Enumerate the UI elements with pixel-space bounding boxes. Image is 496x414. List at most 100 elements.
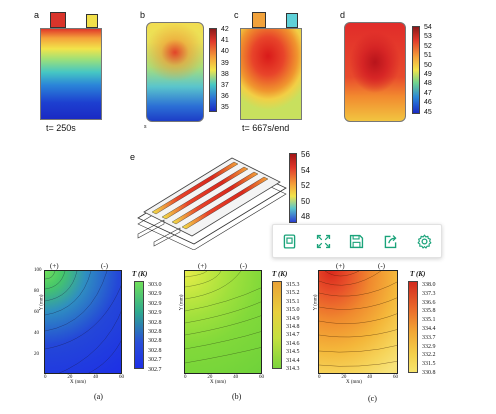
x-tick: 0	[318, 375, 321, 380]
colorbar-cd-tick: 51	[424, 52, 432, 60]
y-tick: 80	[34, 289, 39, 294]
panel-b-mark: s	[144, 124, 147, 130]
panel-c-positive-tab	[252, 12, 266, 28]
colorbar-cd-tick: 46	[424, 99, 432, 107]
colorbar-e-tick: 50	[301, 196, 310, 206]
plot-a-negative-label: (-)	[101, 262, 108, 270]
plot-a-colorbar	[134, 281, 144, 369]
colorbar-e	[289, 153, 297, 223]
x-tick: 40	[93, 375, 99, 380]
colorbar-ab	[209, 28, 217, 112]
x-tick: 0	[184, 375, 187, 380]
panel-c-letter: c	[234, 10, 239, 20]
plot-c-cb-tick: 336.6	[422, 299, 436, 306]
plot-b-caption: (b)	[232, 392, 242, 401]
colorbar-ab-tick: 39	[221, 59, 229, 67]
colorbar-cd-tick: 52	[424, 42, 432, 50]
panel-a-letter: a	[34, 10, 40, 20]
colorbar-cd-tick: 45	[424, 108, 432, 116]
share-button[interactable]	[376, 226, 406, 256]
plot-b-x-label: X (mm)	[210, 380, 226, 385]
plot-b-negative-label: (-)	[240, 262, 247, 270]
plot-b-cb-tick: 315.3	[286, 282, 300, 288]
x-tick: 40	[233, 375, 239, 380]
plot-c-x-label: X (mm)	[346, 380, 362, 385]
panel-b-letter: b	[140, 10, 146, 20]
plot-b-cb-tick: 314.9	[286, 315, 300, 322]
plot-c-cb-tick: 335.1	[422, 317, 436, 324]
colorbar-e-tick: 52	[301, 181, 310, 191]
colorbar-ab-ticks: 42 41 40 39 38 37 36 35	[221, 26, 241, 116]
colorbar-cd	[412, 26, 420, 114]
image-toolbar	[272, 224, 442, 258]
panel-e-letter: e	[130, 152, 136, 162]
plot-a-cb-tick: 302.9	[148, 300, 162, 307]
y-tick: 40	[34, 331, 39, 336]
plot-a-cb-tick: 302.8	[148, 328, 162, 335]
colorbar-cd-tick: 47	[424, 89, 432, 97]
plot-a-caption: (a)	[94, 392, 103, 401]
plot-c-caption: (c)	[368, 394, 377, 403]
plot-a-cb-tick: 302.7	[148, 366, 162, 373]
x-tick: 60	[258, 375, 264, 380]
colorbar-cd-tick: 49	[424, 70, 432, 78]
plot-c-cb-tick: 337.3	[422, 290, 436, 297]
view-original-button[interactable]	[275, 226, 305, 256]
panel-a-negative-tab	[86, 14, 98, 28]
plot-b-cb-tick: 314.8	[286, 323, 300, 330]
plot-c-cb-tick: 332.9	[422, 343, 436, 350]
plot-a-cb-tick: 302.8	[148, 319, 162, 326]
plot-a-cb-tick: 302.7	[148, 357, 162, 364]
colorbar-ab-tick: 40	[221, 48, 229, 56]
panel-c-negative-tab	[286, 13, 298, 28]
colorbar-ab-tick: 42	[221, 26, 229, 33]
panel-c-thermal-map	[240, 28, 302, 120]
panel-d-letter: d	[340, 10, 346, 20]
y-tick: 60	[34, 310, 39, 315]
colorbar-cd-tick: 48	[424, 80, 432, 88]
plot-c-positive-label: (+)	[336, 262, 345, 270]
panel-c-time: t= 667s/end	[242, 123, 290, 133]
contour-plot-a	[44, 270, 122, 374]
colorbar-ab-tick: 41	[221, 37, 229, 45]
colorbar-cd-tick: 53	[424, 33, 432, 41]
expand-icon	[316, 234, 331, 248]
save-icon	[350, 234, 364, 248]
plot-c-cb-tick: 338.0	[422, 282, 436, 288]
plot-a-cb-tick: 302.9	[148, 291, 162, 298]
plot-b-positive-label: (+)	[198, 262, 207, 270]
plot-c-cb-tick: 331.5	[422, 361, 436, 368]
plot-b-cb-tick: 314.7	[286, 332, 300, 339]
plot-c-y-label: Y (mm)	[313, 294, 319, 311]
x-tick: 0	[44, 375, 47, 380]
plot-c-negative-label: (-)	[378, 262, 385, 270]
plot-b-colorbar	[272, 281, 282, 369]
x-tick: 60	[118, 375, 124, 380]
settings-button[interactable]	[409, 226, 439, 256]
plot-c-contours	[319, 271, 397, 367]
colorbar-e-tick: 56	[301, 150, 310, 159]
share-icon	[384, 234, 397, 248]
plot-a-colorbar-ticks: 303.0 302.9 302.9 302.9 302.8 302.8 302.…	[148, 282, 176, 376]
plot-c-cb-tick: 335.8	[422, 308, 436, 315]
colorbar-ab-tick: 38	[221, 70, 229, 78]
panel-a-positive-tab	[50, 12, 66, 28]
y-tick: 100	[34, 268, 42, 273]
colorbar-cd-ticks: 54 53 52 51 50 49 48 47 46 45	[424, 24, 444, 118]
panel-b-thermal-map	[146, 22, 204, 122]
plot-b-x-ticks: 0 20 40 60	[184, 375, 264, 380]
plot-a-t-label: T (K)	[132, 270, 148, 278]
panel-a-thermal-map	[40, 28, 102, 120]
plot-c-cb-tick: 333.7	[422, 334, 436, 341]
colorbar-e-tick: 48	[301, 212, 310, 222]
colorbar-ab-tick: 37	[221, 81, 229, 89]
plot-b-cb-tick: 315.1	[286, 298, 300, 305]
x-tick: 20	[67, 375, 73, 380]
expand-button[interactable]	[308, 226, 338, 256]
plot-b-t-label: T (K)	[272, 270, 288, 278]
colorbar-cd-tick: 54	[424, 24, 432, 31]
save-button[interactable]	[342, 226, 372, 256]
plot-a-cb-tick: 303.0	[148, 282, 162, 288]
colorbar-ab-tick: 35	[221, 104, 229, 112]
y-tick: 20	[34, 352, 39, 357]
